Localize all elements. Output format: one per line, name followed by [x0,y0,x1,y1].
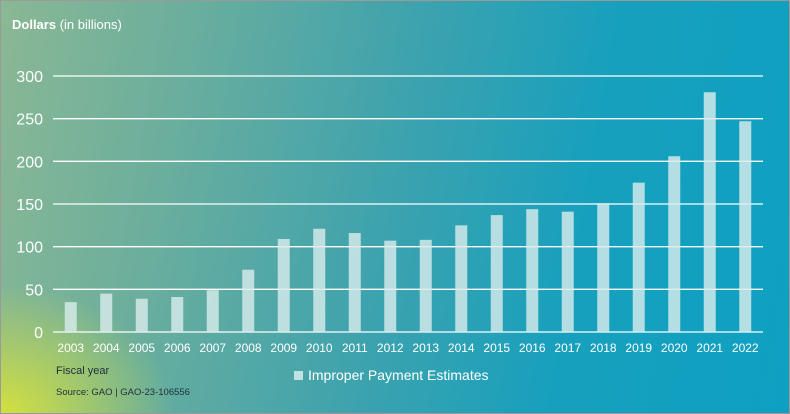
legend-label: Improper Payment Estimates [308,367,489,383]
x-tick-label: 2013 [412,341,439,355]
bar-2013 [419,239,432,332]
y-tick-label: 150 [16,197,43,214]
legend: Improper Payment Estimates [294,367,489,383]
bar-2012 [384,240,397,332]
bar-2008 [242,269,255,332]
bar-2003 [64,302,77,332]
x-tick-label: 2020 [661,341,688,355]
legend-swatch [294,370,303,380]
bar-2020 [668,156,681,332]
x-tick-label: 2016 [519,341,546,355]
x-tick-label: 2011 [342,341,368,355]
bar-2018 [597,203,610,332]
bar-2017 [561,211,574,332]
x-tick-label: 2022 [732,341,759,355]
bar-2014 [455,225,468,332]
bar-2010 [313,228,326,332]
y-tick-label: 100 [16,240,43,257]
x-tick-label: 2007 [199,341,226,355]
bar-2019 [632,182,645,332]
x-tick-label: 2021 [696,341,723,355]
y-axis-title-bold: Dollars [12,17,57,32]
y-tick-label: 200 [16,154,43,171]
x-tick-label: 2014 [448,341,475,355]
x-tick-label: 2005 [128,341,155,355]
bar-2006 [171,297,184,332]
y-axis-title-unit: (in billions) [59,17,122,32]
x-tick-label: 2008 [235,341,262,355]
bar-2015 [490,215,503,332]
x-tick-label: 2006 [164,341,191,355]
x-tick-label: 2012 [377,341,404,355]
y-tick-label: 0 [34,325,43,342]
source-note: Source: GAO | GAO-23-106556 [56,387,190,398]
x-axis-title: Fiscal year [56,365,110,377]
y-tick-label: 300 [16,69,43,86]
x-tick-label: 2009 [270,341,297,355]
bar-2011 [348,233,361,332]
bar-2004 [100,293,113,332]
x-tick-label: 2015 [483,341,510,355]
bar-2016 [526,209,539,332]
bar-2005 [135,298,148,332]
x-tick-label: 2017 [554,341,581,355]
bar-2007 [206,290,219,332]
bar-2022 [739,121,752,332]
x-tick-label: 2010 [306,341,333,355]
x-tick-label: 2018 [590,341,617,355]
y-tick-label: 250 [16,112,43,129]
y-tick-label: 50 [25,282,43,299]
y-axis-title: Dollars (in billions) [12,17,122,32]
x-tick-label: 2004 [93,341,120,355]
x-tick-label: 2019 [625,341,652,355]
bar-2021 [703,92,716,332]
bar-2009 [277,238,290,332]
x-tick-label: 2003 [57,341,84,355]
